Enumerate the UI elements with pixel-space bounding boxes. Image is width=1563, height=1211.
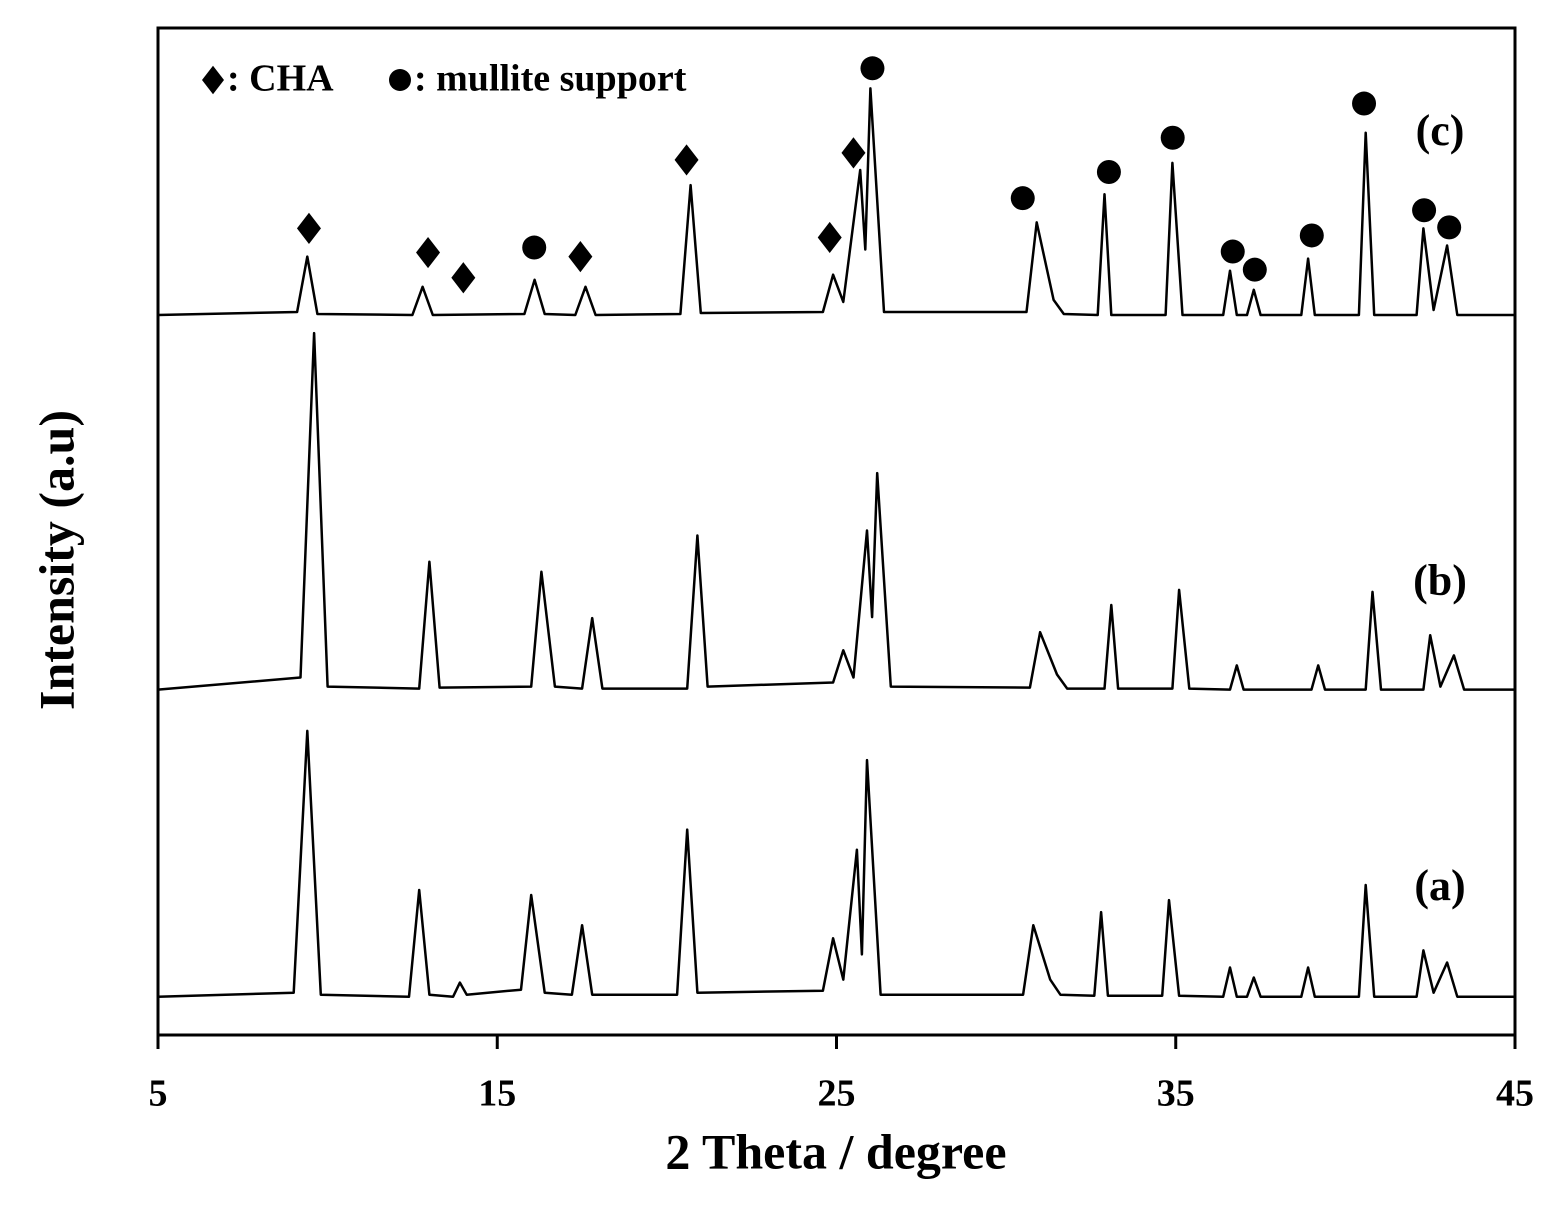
xrd-line <box>157 331 1515 691</box>
circle-marker <box>1160 125 1185 150</box>
xrd-line <box>157 729 1515 998</box>
diamond-marker <box>202 65 224 95</box>
y-axis-label: Intensity (a.u) <box>28 410 84 710</box>
series-label: (c) <box>1416 106 1465 155</box>
circle-marker <box>1096 160 1121 185</box>
diamond-marker <box>416 236 441 269</box>
circle-marker <box>1437 215 1462 240</box>
circle-marker <box>1352 91 1377 116</box>
x-axis-label: 2 Theta / degree <box>665 1123 1006 1179</box>
circle-marker <box>1242 257 1267 282</box>
legend-label: : mullite support <box>414 58 687 100</box>
diamond-marker <box>674 144 699 176</box>
x-tick-label: 15 <box>478 1073 516 1115</box>
x-tick-label: 35 <box>1157 1073 1195 1115</box>
diamond-marker <box>817 221 842 254</box>
plot-frame <box>156 26 1517 1037</box>
circle-marker <box>522 235 547 260</box>
diamond-marker <box>841 137 866 169</box>
diamond-marker <box>296 212 321 244</box>
diamond-marker <box>451 262 476 294</box>
legend-label: : CHA <box>227 58 334 100</box>
series-label: (a) <box>1414 861 1465 910</box>
circle-marker <box>1220 239 1245 264</box>
circle-marker <box>1299 223 1324 248</box>
circle-marker <box>1412 198 1437 223</box>
xrd-line <box>157 87 1515 317</box>
diamond-marker <box>568 240 593 273</box>
x-tick-label: 45 <box>1496 1073 1534 1115</box>
circle-marker <box>389 69 411 91</box>
circle-marker <box>1010 186 1035 211</box>
series-label: (b) <box>1413 556 1467 605</box>
x-tick-label: 25 <box>818 1073 856 1115</box>
circle-marker <box>860 56 885 81</box>
x-tick-label: 5 <box>149 1073 168 1115</box>
